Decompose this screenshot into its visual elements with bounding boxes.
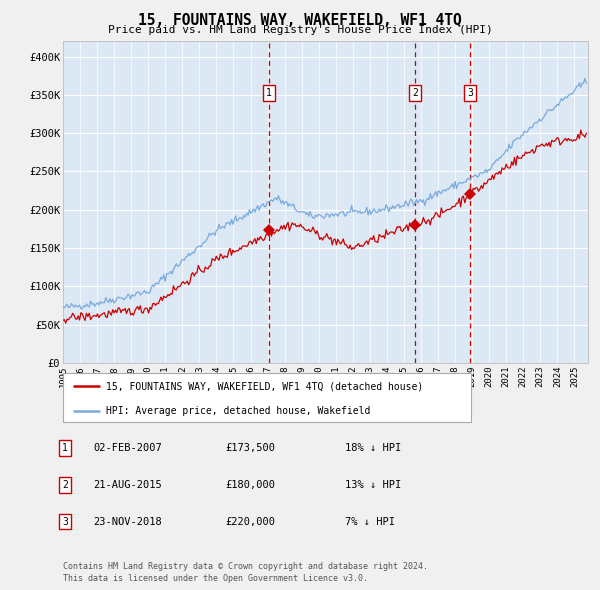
Text: 02-FEB-2007: 02-FEB-2007 — [93, 444, 162, 453]
Text: £173,500: £173,500 — [225, 444, 275, 453]
Text: £220,000: £220,000 — [225, 517, 275, 526]
Text: 3: 3 — [467, 88, 473, 99]
Text: 15, FOUNTAINS WAY, WAKEFIELD, WF1 4TQ: 15, FOUNTAINS WAY, WAKEFIELD, WF1 4TQ — [138, 13, 462, 28]
Text: 23-NOV-2018: 23-NOV-2018 — [93, 517, 162, 526]
Text: 13% ↓ HPI: 13% ↓ HPI — [345, 480, 401, 490]
Text: HPI: Average price, detached house, Wakefield: HPI: Average price, detached house, Wake… — [106, 406, 370, 416]
Text: 7% ↓ HPI: 7% ↓ HPI — [345, 517, 395, 526]
Text: 21-AUG-2015: 21-AUG-2015 — [93, 480, 162, 490]
Text: 2: 2 — [62, 480, 68, 490]
Text: 2: 2 — [412, 88, 418, 99]
Text: 1: 1 — [266, 88, 272, 99]
Text: 18% ↓ HPI: 18% ↓ HPI — [345, 444, 401, 453]
Text: £180,000: £180,000 — [225, 480, 275, 490]
Text: Contains HM Land Registry data © Crown copyright and database right 2024.: Contains HM Land Registry data © Crown c… — [63, 562, 428, 571]
Text: This data is licensed under the Open Government Licence v3.0.: This data is licensed under the Open Gov… — [63, 574, 368, 583]
Text: 3: 3 — [62, 517, 68, 526]
Text: Price paid vs. HM Land Registry's House Price Index (HPI): Price paid vs. HM Land Registry's House … — [107, 25, 493, 35]
Text: 1: 1 — [62, 444, 68, 453]
FancyBboxPatch shape — [63, 373, 471, 422]
Text: 15, FOUNTAINS WAY, WAKEFIELD, WF1 4TQ (detached house): 15, FOUNTAINS WAY, WAKEFIELD, WF1 4TQ (d… — [106, 381, 423, 391]
